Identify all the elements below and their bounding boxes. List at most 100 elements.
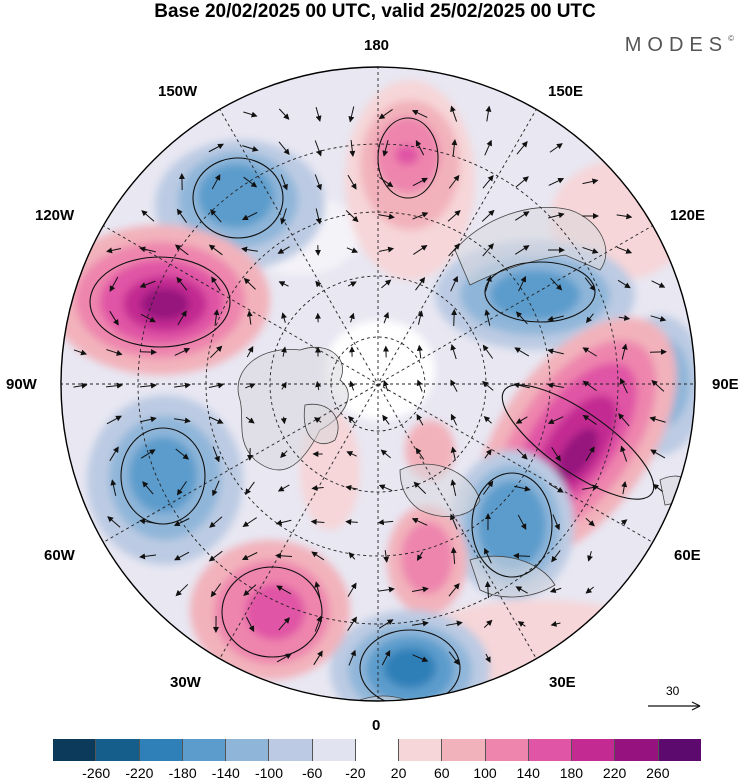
wind-arrow [448, 651, 460, 666]
lon-label-90e: 90E [712, 376, 739, 393]
wind-arrow [517, 514, 527, 530]
wind-arrow [105, 382, 123, 389]
wind-arrow [347, 616, 357, 631]
wind-arrow [549, 587, 562, 593]
anomaly-pos-180 [345, 80, 475, 280]
wind-arrow [212, 446, 220, 463]
wind-arrow [584, 277, 596, 292]
wind-arrow [210, 345, 223, 359]
wind-arrow [176, 481, 187, 496]
wind-arrow [515, 311, 528, 325]
wind-arrow [345, 484, 358, 491]
colorbar-tick-label: 60 [434, 765, 450, 781]
wind-arrow [448, 174, 460, 189]
wind-arrow [513, 552, 531, 559]
reference-vector-label: 30 [666, 684, 680, 698]
colorbar-tick-label: 140 [516, 765, 540, 781]
wind-arrow [585, 586, 595, 594]
wind-arrow [547, 348, 564, 355]
wind-arrow [209, 516, 223, 528]
wind-arrow [582, 380, 597, 392]
wind-arrow [415, 140, 425, 156]
wind-vectors [73, 105, 667, 666]
lon-label-60w: 60W [44, 547, 75, 564]
wind-arrow [582, 484, 599, 491]
colorbar-segment [528, 739, 573, 761]
wind-arrow [416, 413, 424, 426]
wind-arrow [242, 145, 259, 152]
wind-arrow [618, 413, 630, 427]
wind-arrow [348, 649, 356, 666]
wind-arrow [450, 344, 457, 360]
wind-arrow [412, 177, 428, 187]
wind-arrow [277, 484, 290, 492]
colorbar-segment [442, 739, 486, 761]
wind-arrow [549, 143, 563, 153]
wind-arrow [482, 344, 494, 359]
wind-arrow [550, 277, 563, 291]
wind-arrow [551, 550, 561, 563]
wind-arrow [212, 480, 220, 497]
wind-arrow [241, 246, 258, 253]
colorbar-segment [269, 739, 313, 761]
wind-arrow [483, 619, 493, 628]
wind-arrow [73, 382, 88, 389]
wind-arrow [378, 246, 395, 253]
wind-arrow [315, 106, 322, 122]
wind-arrow [451, 139, 458, 157]
colorbar-segment [139, 739, 183, 761]
wind-arrow [450, 479, 457, 496]
wind-arrow [109, 276, 119, 292]
wind-arrow [278, 617, 290, 631]
wind-arrow [209, 416, 224, 424]
wind-arrow [382, 140, 389, 157]
wind-arrow [415, 447, 425, 460]
wind-arrow [315, 208, 322, 225]
wind-arrow [621, 343, 628, 360]
colorbar-segment [226, 739, 270, 761]
colorbar-segment [658, 739, 701, 761]
wind-arrow [109, 446, 119, 462]
wind-arrow [243, 584, 257, 596]
wind-arrow [447, 210, 461, 222]
wind-arrow [245, 383, 256, 389]
wind-arrow [208, 382, 225, 389]
wind-arrow [451, 309, 458, 327]
wind-arrow [649, 416, 666, 423]
lon-label-180: 180 [364, 37, 390, 54]
wind-arrow [620, 445, 628, 462]
lon-label-120e: 120E [670, 207, 706, 224]
wind-arrow [310, 518, 325, 525]
wind-arrow [347, 582, 357, 597]
wind-arrow [514, 245, 530, 255]
wind-arrow [174, 244, 189, 256]
wind-arrow [548, 212, 565, 219]
wind-arrow [246, 310, 253, 325]
wind-arrow [484, 139, 492, 156]
wind-arrow [620, 377, 628, 394]
wind-arrow [280, 416, 287, 425]
wind-arrow [211, 174, 221, 190]
wind-arrow [517, 621, 526, 627]
wind-arrow [174, 382, 191, 389]
wind-arrow [382, 414, 390, 425]
wind-arrow [416, 551, 423, 562]
wind-arrow [378, 484, 393, 492]
wind-arrow [515, 586, 528, 594]
wind-arrow [208, 244, 223, 256]
wind-arrow [174, 417, 191, 424]
wind-arrow [485, 275, 492, 292]
wind-arrow [313, 650, 323, 666]
wind-arrow [243, 111, 258, 118]
wind-arrow [551, 446, 561, 462]
colorbar-tick-label: 20 [390, 765, 407, 781]
wind-arrow [412, 654, 429, 662]
wind-arrow [276, 653, 292, 663]
wind-arrow [315, 380, 322, 391]
wind-arrow [413, 481, 427, 494]
wind-arrow [140, 313, 156, 323]
colorbar-segment [182, 739, 227, 761]
wind-arrow [140, 416, 157, 423]
wind-arrow [383, 550, 390, 563]
wind-arrow [620, 519, 628, 526]
